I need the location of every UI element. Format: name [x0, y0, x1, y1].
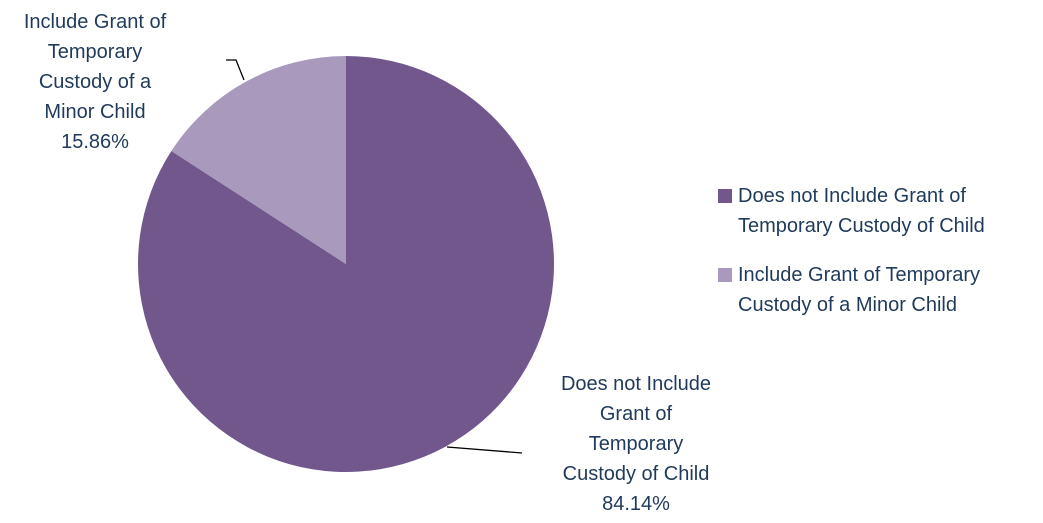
- legend-label-line: Temporary Custody of Child: [738, 215, 985, 237]
- data-label-line: Temporary: [48, 41, 142, 63]
- data-label-line: Custody of Child: [563, 463, 710, 485]
- data-label-line: Temporary: [589, 433, 683, 455]
- data-label-line: Custody of a: [39, 71, 152, 93]
- pie-slices: [138, 56, 555, 473]
- pie-slice-1: [138, 56, 555, 473]
- pie-slice-2: [171, 56, 346, 264]
- data-label-line: Grant of: [600, 403, 673, 425]
- data-label-line: Minor Child: [44, 101, 145, 123]
- leader-lines: [226, 59, 523, 454]
- legend-label-line: Include Grant of Temporary: [738, 264, 980, 286]
- data-label-2: Include Grant of Temporary Custody of a Min…: [24, 11, 167, 153]
- legend-label-line: Custody of a Minor Child: [738, 294, 957, 316]
- legend: Does not Include Grant of Temporary Custo…: [718, 185, 985, 316]
- data-labels: Does not Include Grant of Temporary Custody…: [24, 11, 711, 515]
- legend-label-1: Does not Include Grant of Temporary Custo…: [738, 185, 985, 237]
- data-label-line: Does not Include: [561, 373, 711, 395]
- legend-label-line: Does not Include Grant of: [738, 185, 966, 207]
- leader-line-2: [226, 59, 245, 81]
- leader-line-1: [446, 446, 523, 454]
- legend-swatch-2: [718, 268, 732, 282]
- legend-swatch-1: [718, 189, 732, 203]
- data-label-line: 84.14%: [602, 493, 670, 515]
- data-label-line: 15.86%: [61, 131, 129, 153]
- data-label-line: Include Grant of: [24, 11, 167, 33]
- legend-label-2: Include Grant of Temporary Custody of a M…: [738, 264, 980, 316]
- data-label-1: Does not Include Grant of Temporary Custody…: [561, 373, 711, 515]
